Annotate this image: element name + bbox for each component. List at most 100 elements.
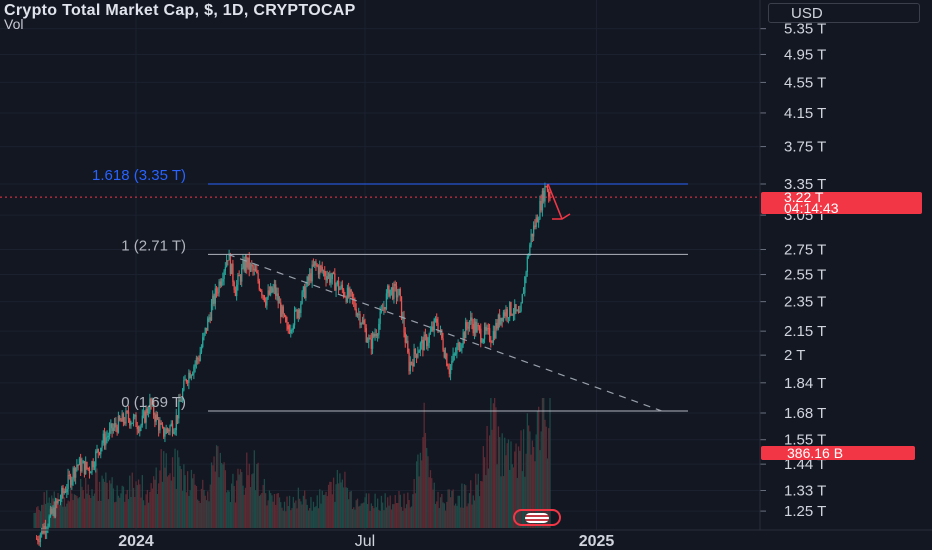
volume-bar	[257, 462, 259, 528]
candle-body	[495, 322, 497, 339]
volume-bar	[319, 489, 321, 528]
candle-body	[369, 337, 371, 340]
candle-body	[156, 414, 159, 420]
candle-body	[69, 475, 72, 486]
candle-body	[90, 472, 92, 474]
volume-bar	[252, 473, 254, 528]
volume-bar	[315, 506, 317, 528]
volume-bar	[322, 494, 325, 528]
candle-body	[404, 332, 406, 343]
us-flag-icon[interactable]	[513, 509, 561, 526]
volume-bar	[140, 497, 142, 528]
volume-bar	[500, 476, 502, 528]
volume-bar	[444, 510, 447, 528]
candle-body	[131, 422, 133, 424]
candle-body	[256, 271, 258, 273]
candle-body	[321, 266, 323, 271]
volume-bar	[209, 484, 211, 528]
candle-body	[161, 424, 164, 427]
volume-bar	[329, 481, 331, 528]
volume-bar	[181, 490, 184, 528]
candle-body	[387, 285, 389, 294]
candle-body	[320, 265, 322, 267]
candle-body	[421, 339, 423, 344]
candle-body	[424, 334, 427, 336]
volume-bar	[293, 502, 296, 528]
volume-bar	[478, 496, 481, 528]
volume-bar	[37, 506, 39, 528]
volume-bar	[43, 492, 45, 528]
candle-body	[506, 309, 508, 318]
volume-bar	[34, 512, 37, 528]
candle-body	[325, 276, 327, 281]
volume-bar	[146, 489, 149, 528]
candle-body	[227, 260, 229, 262]
currency-button[interactable]: USD	[768, 3, 920, 23]
candle-body	[472, 323, 474, 334]
candle-body	[415, 353, 418, 358]
candle-body	[451, 360, 453, 366]
candle-body	[61, 487, 63, 500]
candle-body	[278, 302, 281, 304]
candle-body	[487, 328, 490, 330]
candle-body	[329, 273, 331, 283]
volume-bar	[353, 507, 355, 528]
volume-bar	[467, 503, 469, 528]
volume-bar	[137, 479, 140, 528]
volume-bar	[243, 494, 245, 528]
candle-body	[106, 436, 108, 438]
candle-body	[173, 432, 175, 434]
volume-value-tag: 386.16 B	[761, 446, 915, 460]
candle-body	[398, 288, 400, 296]
candle-body	[159, 423, 161, 431]
candle-body	[340, 284, 342, 289]
volume-bar	[219, 452, 222, 528]
candle-body	[282, 306, 284, 314]
volume-bar	[383, 510, 385, 528]
candle-body	[339, 288, 341, 291]
volume-bar	[223, 462, 225, 528]
candle-body	[246, 256, 248, 268]
candle-body	[441, 329, 443, 339]
candle-body	[202, 337, 204, 347]
candle-body	[86, 461, 88, 468]
volume-bar	[477, 473, 479, 528]
candle-body	[470, 317, 472, 321]
volume-bar	[351, 508, 354, 528]
candle-body	[315, 261, 317, 266]
volume-bar	[465, 485, 467, 528]
candle-body	[378, 323, 380, 335]
volume-bar	[238, 474, 240, 528]
candle-body	[485, 326, 487, 331]
volume-bar	[428, 477, 430, 528]
volume-bar	[195, 485, 198, 528]
candle-body	[102, 433, 104, 443]
volume-bar	[509, 469, 511, 528]
volume-bar	[310, 497, 312, 528]
candle-body	[316, 265, 318, 267]
candle-body	[82, 461, 84, 464]
volume-bar	[242, 485, 244, 528]
candle-body	[75, 467, 77, 478]
volume-bar	[515, 443, 517, 528]
candle-body	[429, 331, 432, 335]
candle-body	[335, 284, 337, 291]
volume-bar	[471, 504, 473, 528]
candle-body	[146, 408, 149, 414]
volume-bar	[374, 493, 376, 528]
volume-bar	[424, 432, 427, 528]
volume-bar	[519, 450, 521, 528]
volume-bar	[62, 506, 64, 528]
volume-bar	[529, 431, 531, 528]
candle-body	[153, 401, 155, 416]
volume-bar	[360, 503, 362, 528]
volume-bar	[286, 496, 288, 528]
candle-body	[268, 290, 271, 295]
volume-bar	[295, 500, 297, 528]
volume-bar	[244, 487, 247, 528]
volume-bar	[56, 499, 58, 528]
volume-bar	[361, 503, 364, 528]
volume-bar	[170, 480, 172, 528]
candle-body	[344, 296, 346, 298]
